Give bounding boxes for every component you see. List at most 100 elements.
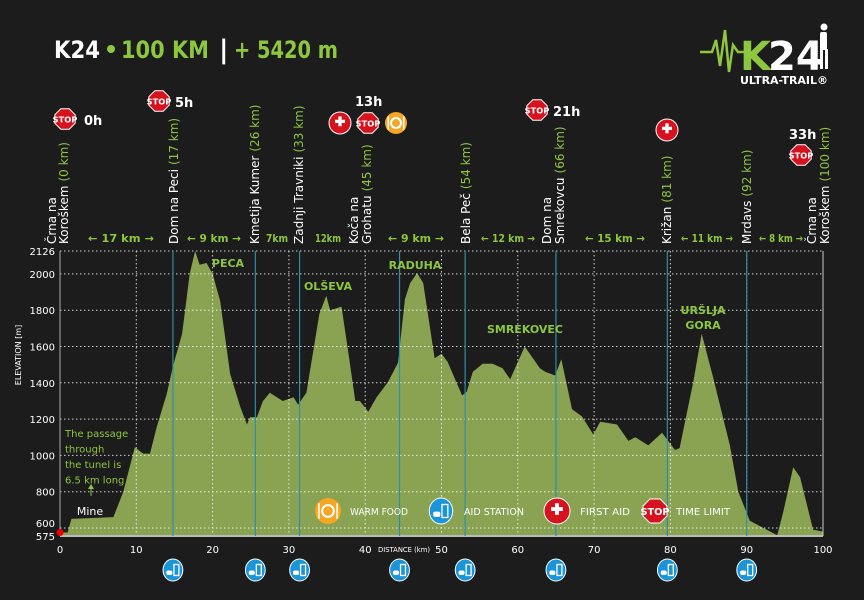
y-tick-label: 2126	[30, 247, 55, 258]
stop-text: STOP	[525, 105, 550, 115]
time-limit-group: 33h STOP	[789, 128, 816, 166]
y-tick-label: 600	[36, 519, 55, 530]
glass	[441, 503, 449, 519]
stop-octagon	[790, 144, 812, 166]
station-km: (100 km)	[818, 127, 832, 182]
y-tick-label: 2000	[30, 270, 55, 281]
aid-station-marker	[454, 558, 476, 582]
legend-item-first-aid: FIRST AID	[543, 497, 630, 525]
burger	[458, 570, 465, 575]
stop-icon: STOP	[147, 90, 171, 112]
runner-icon	[820, 23, 828, 69]
aid-station-icon	[428, 497, 454, 525]
heartbeat-icon	[700, 29, 744, 73]
station-name-text: Črna na	[804, 197, 819, 244]
bullet-dot	[107, 45, 115, 53]
burger	[660, 570, 667, 575]
brand-title: K24	[54, 36, 100, 64]
station-km: (81 km)	[660, 156, 674, 203]
station-km: (0 km)	[57, 142, 71, 181]
aid-station-marker	[656, 558, 678, 582]
peak-label: SMREKOVEC	[487, 323, 563, 336]
first-aid-icon	[543, 497, 571, 525]
segment-distance: ← 9 km →	[187, 233, 241, 245]
header: K24 100 KM | + 5420 m	[54, 35, 338, 65]
x-tick-label: 70	[588, 545, 601, 556]
first-aid-icon	[655, 118, 679, 142]
station-name-text: Koroškem	[57, 186, 71, 244]
burger	[740, 570, 747, 575]
logo-k: K	[740, 34, 773, 80]
station-label: Mrdavs (92 km)	[740, 150, 754, 245]
aid-bg	[428, 497, 454, 525]
station-name-text: Zadnji Travniki	[292, 157, 306, 244]
x-tick-label: 0	[57, 545, 63, 556]
warm-food-icon	[315, 498, 341, 524]
station-name: Smrekovcu (66 km)	[553, 126, 567, 244]
aid-bg	[289, 558, 310, 582]
station-km: (54 km)	[459, 142, 473, 189]
station-name-text: Dom na Peci	[167, 169, 181, 244]
station-name-text: Mrdavs	[740, 201, 754, 244]
station-label: Črna na Koroškem (100 km)	[804, 127, 832, 244]
y-axis-title: ELEVATION [m]	[14, 325, 23, 385]
arrow-up-icon	[88, 484, 94, 489]
station-name: Kmetija Kumer (26 km)	[248, 105, 262, 244]
time-limit-group	[655, 118, 679, 142]
station-name: Križan (81 km)	[660, 156, 674, 245]
y-tick-label: 1400	[30, 379, 55, 390]
station-name: Črna na	[804, 197, 819, 244]
station-name-text: Križan	[660, 207, 674, 244]
title-separator: |	[219, 35, 229, 65]
segment-distance: 12km	[315, 233, 341, 245]
aid-bg	[244, 558, 266, 582]
station-km: (92 km)	[740, 150, 754, 197]
x-tick-label: 20	[206, 545, 219, 556]
stop-text: STOP	[356, 118, 381, 128]
legend-label: FIRST AID	[580, 507, 630, 518]
time-limit-label: 5h	[175, 96, 193, 111]
peak-label: PECA	[212, 257, 245, 270]
time-limit-group: 13h STOP	[328, 95, 407, 135]
station-name: Bela Peč (54 km)	[459, 142, 473, 244]
y-tick-label: 575	[36, 532, 55, 543]
station-name: Mrdavs (92 km)	[740, 150, 754, 245]
station-name-text: Bela Peč	[459, 193, 473, 244]
aid-station-marker	[162, 558, 184, 582]
x-tick-label: 80	[664, 545, 677, 556]
tunnel-note: through	[65, 445, 104, 456]
cross-shape	[662, 123, 672, 134]
legend-item-stop: STOP TIME LIMIT	[640, 498, 731, 524]
station-km: (45 km)	[360, 144, 374, 191]
stop-octagon	[54, 108, 76, 130]
legend-label: TIME LIMIT	[675, 507, 731, 518]
stop-text: STOP	[789, 150, 814, 160]
peak-label: OLŠEVA	[304, 280, 353, 293]
time-limit-group: 5h STOP	[147, 90, 193, 112]
aid-bg	[162, 558, 184, 582]
glass	[255, 563, 262, 577]
plate	[390, 117, 402, 129]
burger	[248, 570, 255, 575]
aid-bg	[545, 558, 567, 582]
station-name-text: Grohatu	[360, 195, 374, 244]
burger	[549, 570, 556, 575]
elevation-gain: + 5420 m	[234, 36, 338, 64]
x-tick-label: 100	[813, 545, 832, 556]
y-tick-label: 1000	[30, 451, 55, 462]
segment-distance: ← 11 km →	[681, 233, 733, 245]
station-name: Koroškem (0 km)	[57, 142, 71, 244]
tunnel-note: The passage	[64, 429, 128, 440]
burger	[392, 570, 399, 575]
burger	[433, 511, 441, 517]
legend-item-warm-food: WARM FOOD	[315, 498, 408, 524]
glass	[667, 563, 674, 577]
aid-bg	[454, 558, 476, 582]
plate-bg	[385, 112, 407, 134]
x-axis-title: DISTANCE (km)	[378, 546, 430, 554]
station-label: Dom na Smrekovcu (66 km)	[540, 126, 567, 244]
legend-label: AID STATION	[464, 507, 524, 518]
x-tick-label: 40	[359, 545, 372, 556]
